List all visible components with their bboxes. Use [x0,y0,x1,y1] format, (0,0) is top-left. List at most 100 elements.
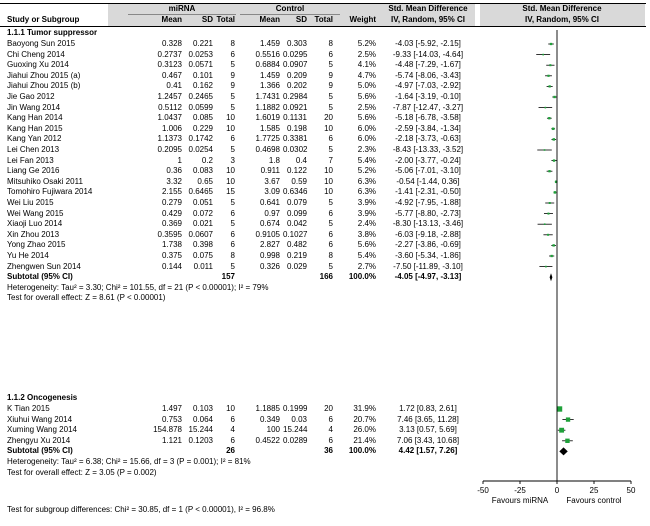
mirna-total-cell: 5 [230,261,235,271]
study-square [553,191,557,194]
subtotal-mirna-total: 26 [226,446,235,456]
control-total-cell: 6 [328,435,333,445]
mirna-total-cell: 6 [230,414,235,424]
x-tick-label: -50 [477,486,489,495]
study-name: Kang Yan 2012 [7,134,62,144]
weight-cell: 5.6% [357,92,376,101]
weight-cell: 5.0% [357,81,376,91]
mirna-mean-cell: 3.32 [166,176,182,186]
mirna-mean-cell: 1 [177,155,182,165]
mirna-total-cell: 5 [230,198,235,207]
mirna-mean-cell: 0.144 [161,261,182,271]
mirna-total-cell: 5 [230,92,235,101]
x-tick-label: 25 [590,486,599,495]
control-mean-cell: 0.97 [264,208,280,218]
control-mean-cell: 3.67 [264,176,280,186]
x-tick-label: 50 [627,486,636,495]
weight-cell: 6.3% [357,187,376,197]
mirna-total-cell: 5 [230,219,235,229]
mirna-mean-cell: 1.738 [161,240,182,250]
subtotal-weight: 100.0% [348,272,376,282]
mirna-sd-cell: 0.064 [192,414,213,424]
control-total-cell: 8 [328,251,333,260]
control-sd-cell: 0.482 [286,240,307,250]
mirna-total-cell: 5 [230,60,235,70]
control-mean-cell: 1.7725 [255,134,280,144]
smd-ci-cell: -5.06 [-7.01, -3.10] [395,166,461,176]
mirna-sd-cell: 0.011 [193,261,213,271]
control-sd-cell: 0.042 [286,219,307,229]
weight-cell: 4.7% [357,70,376,80]
weight-cell: 5.6% [357,113,376,123]
subtotal-mirna-total: 157 [221,272,235,282]
subtotal-label: Subtotal (95% CI) [7,272,73,282]
mirna-total-cell: 5 [230,145,235,154]
control-mean-cell: 1.459 [259,39,280,48]
control-mean-cell: 0.5516 [255,49,280,59]
header-band-plot [480,4,645,26]
subtotal-control-total: 166 [319,272,333,282]
mirna-total-cell: 8 [230,39,235,48]
smd-ci-cell: -1.64 [-3.19, -0.10] [395,92,461,101]
control-total-cell: 6 [328,229,333,239]
control-sd-cell: 0.202 [286,81,307,91]
mirna-underline [128,14,236,15]
smd-ci-cell: 3.13 [0.57, 5.69] [399,425,457,435]
mirna-sd-cell: 0.101 [192,70,213,80]
smd-ci-cell: -2.59 [-3.84, -1.34] [395,123,461,133]
mirna-mean-cell: 154.878 [153,425,182,435]
x-left-label: Favours miRNA [492,496,549,505]
control-sd-cell: 0.0907 [283,60,308,70]
smd-ci-cell: 1.72 [0.83, 2.61] [399,404,457,413]
study-square [548,85,551,88]
control-mean-cell: 1.585 [259,123,280,133]
control-total-header: Total [314,15,333,24]
mirna-total-header: Total [216,15,235,24]
weight-cell: 31.9% [353,404,376,413]
x-right-label: Favours control [566,496,621,505]
mirna-mean-cell: 0.2737 [157,49,182,59]
mirna-mean-cell: 1.121 [161,435,182,445]
study-square [552,159,556,162]
control-underline [240,14,340,15]
control-sd-cell: 0.099 [286,208,307,218]
smd-ci-cell: -9.33 [-14.03, -4.64] [392,49,464,59]
smd-ci-cell: -4.03 [-5.92, -2.15] [395,39,461,48]
header-bottom-rule [0,26,646,27]
control-total-cell: 6 [328,134,333,144]
study-name: Jiahui Zhou 2015 (b) [7,81,81,91]
heterogeneity-text: Heterogeneity: Tau² = 6.38; Chi² = 15.66… [7,457,251,466]
weight-cell: 6.0% [357,123,376,133]
mirna-total-cell: 6 [230,229,235,239]
mirna-mean-cell: 2.155 [161,187,182,197]
control-sd-cell: 0.209 [286,70,307,80]
mirna-sd-cell: 0.65 [197,176,213,186]
weight-cell: 2.3% [357,145,376,154]
mirna-mean-cell: 0.375 [161,251,182,260]
control-total-cell: 10 [324,123,333,133]
study-square [565,438,570,443]
mirna-sd-cell: 0.103 [192,404,213,413]
control-total-cell: 10 [324,176,333,186]
control-total-cell: 9 [328,70,333,80]
weight-cell: 20.7% [353,414,376,424]
control-mean-cell: 0.641 [259,198,280,207]
control-sd-cell: 0.4 [295,155,307,165]
mirna-header: miRNA [168,4,196,13]
control-mean-cell: 0.349 [259,414,280,424]
control-mean-cell: 0.4522 [255,435,280,445]
mirna-sd-cell: 0.6465 [188,187,213,197]
heterogeneity-text: Heterogeneity: Tau² = 3.30; Chi² = 101.5… [7,282,269,292]
study-name: Baoyong Sun 2015 [7,39,76,48]
overall-effect-text: Test for overall effect: Z = 3.05 (P = 0… [7,467,157,477]
study-square [548,170,551,173]
control-sd-cell: 0.122 [286,166,307,176]
weight-cell: 3.9% [357,198,376,207]
mirna-sd-cell: 0.0571 [188,60,213,70]
smd-ci-cell: -8.43 [-13.33, -3.52] [392,145,464,154]
weight-cell: 21.4% [353,435,376,445]
control-mean-cell: 0.9105 [255,229,280,239]
study-square [544,106,547,109]
mirna-mean-cell: 1.1373 [157,134,182,144]
